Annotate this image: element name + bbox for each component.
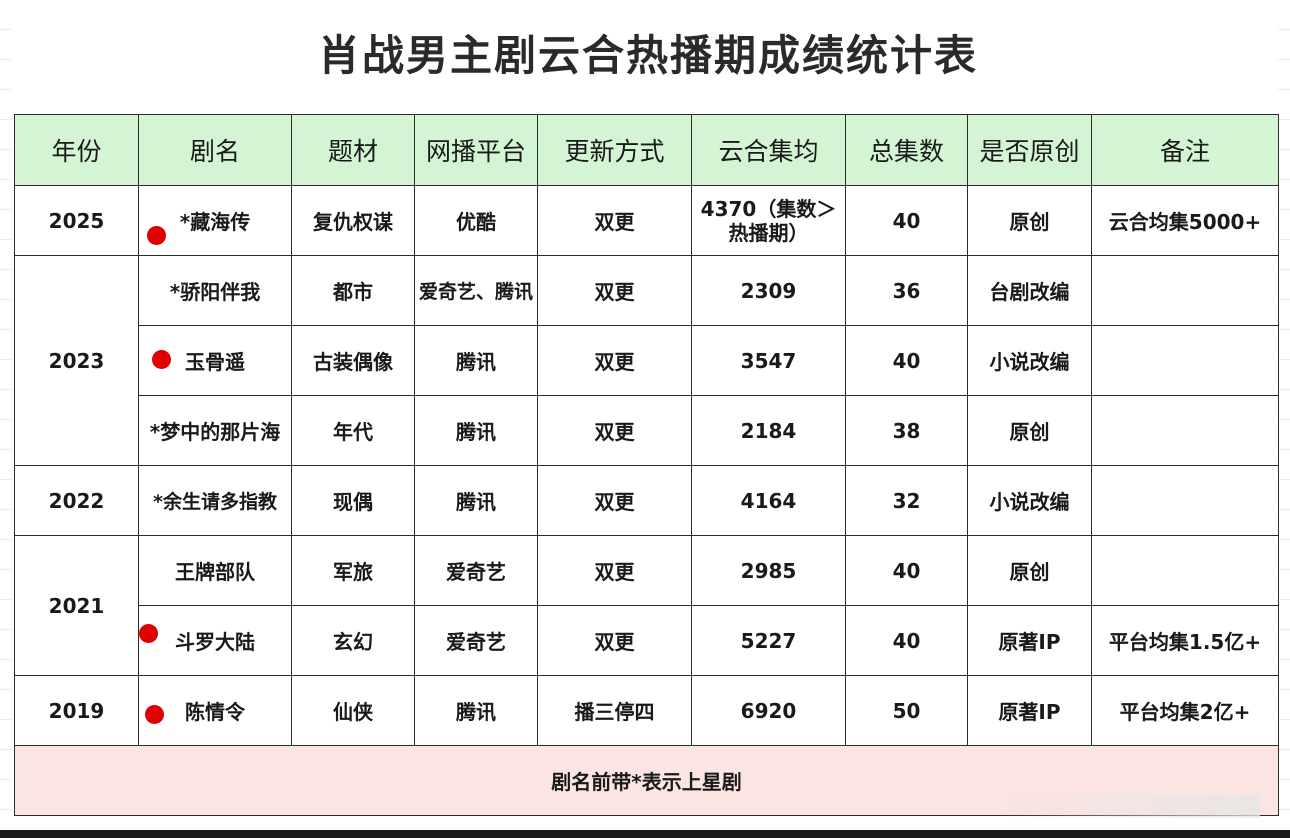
platform-cell: 腾讯 [414, 465, 538, 536]
platform-cell: 爱奇艺 [414, 535, 538, 606]
drama-name: *藏海传 [179, 210, 251, 234]
original-cell: 原著IP [967, 605, 1092, 676]
genre-cell: 复仇权谋 [291, 185, 415, 256]
table-row: 斗罗大陆 玄幻 爱奇艺 双更 5227 40 原著IP 平台均集1.5亿+ [15, 605, 1279, 676]
drama-name-cell: 陈情令 [138, 675, 292, 746]
table-row: 2025 *藏海传 复仇权谋 优酷 双更 4370（集数＞热播期） 40 原创 … [14, 185, 1279, 256]
header-update-mode: 更新方式 [537, 114, 692, 186]
episodes-cell: 50 [845, 675, 968, 746]
red-dot-marker [152, 350, 171, 369]
update-mode-cell: 双更 [537, 325, 692, 396]
notes-cell: 平台均集2亿+ [1091, 675, 1279, 746]
genre-cell: 现偶 [291, 465, 415, 536]
platform-cell: 腾讯 [414, 325, 538, 396]
yunhe-average-cell: 4164 [691, 465, 846, 536]
original-cell: 台剧改编 [967, 255, 1092, 326]
update-mode-cell: 双更 [537, 185, 692, 256]
genre-cell: 古装偶像 [291, 325, 415, 396]
drama-name-cell: 斗罗大陆 [138, 605, 292, 676]
notes-cell: 云合均集5000+ [1091, 185, 1279, 256]
red-dot-marker [145, 705, 164, 724]
yunhe-average-cell: 2184 [691, 395, 846, 466]
table-row: 玉骨遥 古装偶像 腾讯 双更 3547 40 小说改编 [15, 325, 1279, 396]
update-mode-cell: 双更 [537, 605, 692, 676]
drama-name-cell: *梦中的那片海 [138, 395, 292, 466]
table-row: 2019 陈情令 仙侠 腾讯 播三停四 6920 50 原著IP 平台均集2亿+ [14, 675, 1279, 746]
genre-cell: 军旅 [291, 535, 415, 606]
original-cell: 原著IP [967, 675, 1092, 746]
stats-table: 年份 剧名 题材 网播平台 更新方式 云合集均 总集数 是否原创 备注 2025… [14, 114, 1279, 816]
episodes-cell: 32 [845, 465, 968, 536]
episodes-cell: 40 [845, 605, 968, 676]
drama-name-cell: *藏海传 [138, 185, 292, 256]
notes-cell [1091, 255, 1279, 326]
notes-cell [1091, 535, 1279, 606]
genre-cell: 年代 [291, 395, 415, 466]
header-genre: 题材 [291, 114, 415, 186]
platform-cell: 腾讯 [414, 395, 538, 466]
bottom-bar [0, 830, 1290, 838]
platform-cell: 爱奇艺 [414, 605, 538, 676]
platform-cell: 腾讯 [414, 675, 538, 746]
yunhe-average-cell: 5227 [691, 605, 846, 676]
year-cell: 2021 [14, 535, 139, 676]
year-cell: 2025 [14, 185, 139, 256]
notes-cell: 平台均集1.5亿+ [1091, 605, 1279, 676]
episodes-cell: 36 [845, 255, 968, 326]
drama-name: 玉骨遥 [185, 350, 245, 374]
table-row: 2022 *余生请多指教 现偶 腾讯 双更 4164 32 小说改编 [14, 465, 1279, 536]
platform-cell: 爱奇艺、腾讯 [414, 255, 538, 326]
original-cell: 小说改编 [967, 325, 1092, 396]
red-dot-marker [139, 624, 158, 643]
update-mode-cell: 双更 [537, 465, 692, 536]
original-cell: 原创 [967, 185, 1092, 256]
watermark [1000, 794, 1260, 818]
platform-cell: 优酷 [414, 185, 538, 256]
episodes-cell: 40 [845, 325, 968, 396]
year-cell: 2019 [14, 675, 139, 746]
year-cell: 2023 [14, 255, 139, 466]
drama-name: 斗罗大陆 [175, 630, 255, 654]
drama-name-cell: 王牌部队 [138, 535, 292, 606]
header-total-episodes: 总集数 [845, 114, 968, 186]
red-dot-marker [147, 226, 166, 245]
header-drama-name: 剧名 [138, 114, 292, 186]
episodes-cell: 40 [845, 185, 968, 256]
header-year: 年份 [14, 114, 139, 186]
yunhe-average-cell: 3547 [691, 325, 846, 396]
original-cell: 原创 [967, 535, 1092, 606]
original-cell: 原创 [967, 395, 1092, 466]
drama-name-cell: *骄阳伴我 [138, 255, 292, 326]
table-row: 2023 *骄阳伴我 都市 爱奇艺、腾讯 双更 2309 36 台剧改编 [14, 255, 1279, 466]
header-platform: 网播平台 [414, 114, 538, 186]
notes-cell [1091, 325, 1279, 396]
genre-cell: 玄幻 [291, 605, 415, 676]
update-mode-cell: 播三停四 [537, 675, 692, 746]
drama-name: 陈情令 [185, 700, 245, 724]
update-mode-cell: 双更 [537, 535, 692, 606]
header-is-original: 是否原创 [967, 114, 1092, 186]
drama-name-cell: *余生请多指教 [138, 465, 292, 536]
episodes-cell: 38 [845, 395, 968, 466]
yunhe-average-cell: 6920 [691, 675, 846, 746]
page-title: 肖战男主剧云合热播期成绩统计表 [317, 31, 978, 80]
drama-name-cell: 玉骨遥 [138, 325, 292, 396]
yunhe-average-cell: 2309 [691, 255, 846, 326]
genre-cell: 都市 [291, 255, 415, 326]
table-row: 2021 王牌部队 军旅 爱奇艺 双更 2985 40 原创 [14, 535, 1279, 676]
update-mode-cell: 双更 [537, 255, 692, 326]
episodes-cell: 40 [845, 535, 968, 606]
original-cell: 小说改编 [967, 465, 1092, 536]
header-yunhe-average: 云合集均 [691, 114, 846, 186]
table-row: *梦中的那片海 年代 腾讯 双更 2184 38 原创 [15, 395, 1279, 466]
header-notes: 备注 [1091, 114, 1279, 186]
year-cell: 2022 [14, 465, 139, 536]
yunhe-average-cell: 4370（集数＞热播期） [691, 185, 846, 256]
header-row: 年份 剧名 题材 网播平台 更新方式 云合集均 总集数 是否原创 备注 [14, 114, 1279, 186]
notes-cell [1091, 395, 1279, 466]
update-mode-cell: 双更 [537, 395, 692, 466]
genre-cell: 仙侠 [291, 675, 415, 746]
notes-cell [1091, 465, 1279, 536]
yunhe-average-cell: 2985 [691, 535, 846, 606]
